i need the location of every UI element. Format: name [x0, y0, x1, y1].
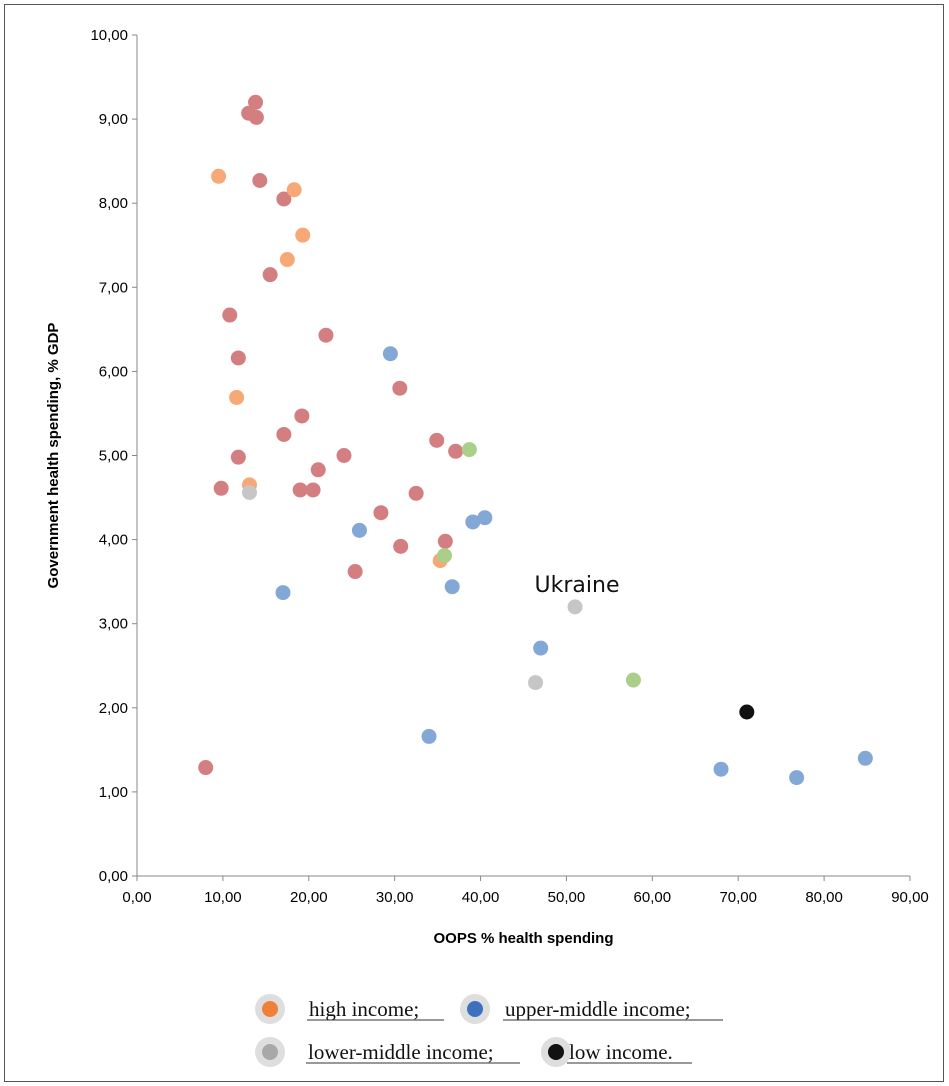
data-point	[477, 510, 493, 526]
y-tick-label: 10,00	[90, 27, 128, 44]
data-point	[421, 728, 437, 744]
x-tick-label: 70,00	[719, 889, 757, 906]
data-point	[528, 675, 544, 691]
data-point	[252, 172, 268, 188]
data-point	[382, 346, 398, 362]
data-point	[229, 389, 245, 405]
data-point	[286, 182, 302, 198]
data-point	[262, 267, 278, 283]
y-tick-label: 6,00	[99, 363, 128, 380]
data-point	[279, 252, 295, 268]
y-tick-label: 7,00	[99, 279, 128, 296]
data-point	[392, 380, 408, 396]
data-point	[408, 485, 424, 501]
data-point	[248, 109, 264, 125]
y-tick-label: 3,00	[99, 616, 128, 633]
y-tick-label: 8,00	[99, 195, 128, 212]
legend-label: high income;	[309, 997, 419, 1021]
data-point	[275, 585, 291, 601]
data-point	[198, 760, 214, 776]
legend-marker	[262, 1001, 278, 1017]
legend-label: upper-middle income;	[505, 997, 691, 1021]
legend-label: lower-middle income;	[308, 1040, 494, 1064]
data-point	[465, 514, 481, 530]
data-point	[625, 672, 641, 688]
data-point	[347, 564, 363, 580]
data-point	[276, 426, 292, 442]
data-point	[857, 750, 873, 766]
data-point	[318, 327, 334, 343]
annotations: Ukraine	[535, 573, 620, 598]
data-point	[436, 548, 452, 564]
legend-marker	[262, 1044, 278, 1060]
legend-marker	[467, 1001, 483, 1017]
legend: high income; upper-middle income; lower-mi…	[255, 994, 723, 1067]
y-tick-label: 2,00	[99, 700, 128, 717]
data-point	[373, 505, 389, 521]
data-point	[739, 704, 755, 720]
data-point	[294, 408, 310, 424]
data-point	[248, 94, 264, 110]
data-point	[222, 307, 238, 323]
data-point	[789, 770, 805, 786]
y-tick-label: 9,00	[99, 111, 128, 128]
data-point	[351, 522, 367, 538]
data-points	[198, 94, 873, 786]
data-point	[305, 482, 321, 498]
data-point	[533, 640, 549, 656]
data-point	[437, 533, 453, 549]
data-point	[336, 448, 352, 463]
x-tick-label: 20,00	[290, 889, 328, 906]
data-point	[213, 480, 229, 496]
data-point	[567, 599, 583, 615]
data-point	[393, 538, 409, 554]
data-point	[242, 485, 258, 501]
data-point	[230, 350, 246, 366]
legend-marker	[548, 1044, 564, 1060]
data-point	[211, 168, 227, 184]
data-point	[276, 191, 292, 207]
x-tick-label: 80,00	[805, 889, 843, 906]
y-axis-ticks: 0,00 1,00 2,00 3,00 4,00 5,00 6,00 7,00 8,00 9,00…	[90, 27, 137, 885]
data-point	[448, 443, 464, 459]
y-tick-label: 5,00	[99, 448, 128, 465]
data-point	[444, 579, 460, 595]
x-axis-title: OOPS % health spending	[433, 930, 613, 947]
x-tick-label: 50,00	[548, 889, 586, 906]
x-axis-ticks: 0,00 10,00 20,00 30,00 40,00 50,00 60,00 70,00 8…	[122, 876, 929, 906]
y-tick-label: 0,00	[99, 868, 128, 885]
y-tick-label: 4,00	[99, 532, 128, 549]
data-point	[429, 432, 445, 448]
x-tick-label: 40,00	[462, 889, 500, 906]
y-tick-label: 1,00	[99, 784, 128, 801]
y-axis-title: Government health spending, % GDP	[45, 323, 62, 589]
x-tick-label: 10,00	[204, 889, 242, 906]
x-tick-label: 90,00	[891, 889, 929, 906]
data-point	[230, 449, 246, 465]
annotation-label: Ukraine	[535, 573, 620, 598]
axes	[136, 35, 910, 877]
chart-frame	[4, 4, 944, 1082]
x-tick-label: 60,00	[634, 889, 672, 906]
x-tick-label: 0,00	[122, 889, 151, 906]
x-tick-label: 30,00	[376, 889, 414, 906]
data-point	[292, 482, 308, 498]
legend-label: low income.	[569, 1040, 673, 1064]
data-point	[461, 442, 477, 458]
data-point	[713, 761, 729, 777]
data-point	[295, 227, 311, 243]
data-point	[310, 462, 326, 478]
